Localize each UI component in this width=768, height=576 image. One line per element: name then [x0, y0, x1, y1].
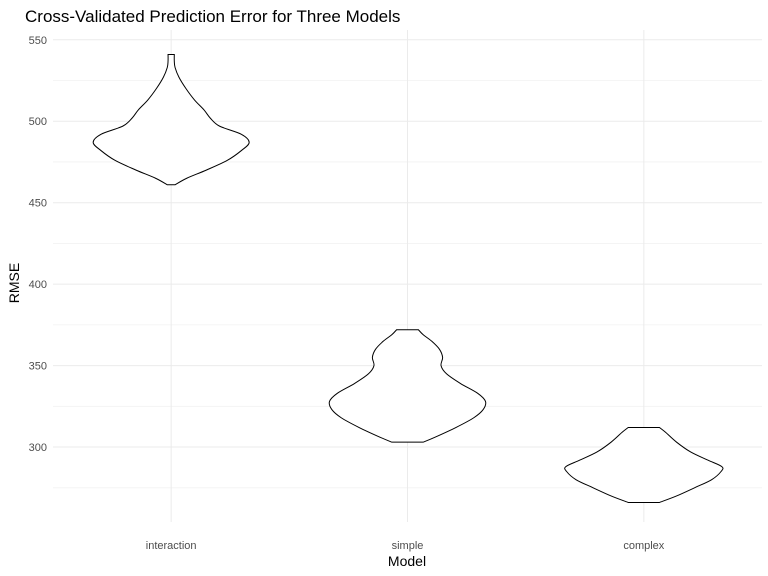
- y-tick-label: 400: [29, 279, 47, 291]
- chart-title: Cross-Validated Prediction Error for Thr…: [25, 7, 400, 26]
- x-tick-label: simple: [392, 540, 424, 552]
- violin-complex: [564, 427, 724, 503]
- y-axis-title: RMSE: [6, 263, 22, 303]
- x-axis-ticks: interaction simple complex: [146, 540, 665, 552]
- x-axis-title: Model: [388, 553, 426, 569]
- y-tick-label: 500: [29, 116, 47, 128]
- x-tick-label: complex: [623, 540, 664, 552]
- violin-simple: [328, 329, 487, 443]
- x-tick-label: interaction: [146, 540, 197, 552]
- y-tick-label: 350: [29, 361, 47, 373]
- y-axis-ticks: 300 350 400 450 500 550: [29, 35, 47, 454]
- y-tick-label: 300: [29, 442, 47, 454]
- y-tick-label: 450: [29, 198, 47, 210]
- y-tick-label: 550: [29, 35, 47, 47]
- violin-interaction: [92, 53, 250, 186]
- violins: [92, 53, 724, 503]
